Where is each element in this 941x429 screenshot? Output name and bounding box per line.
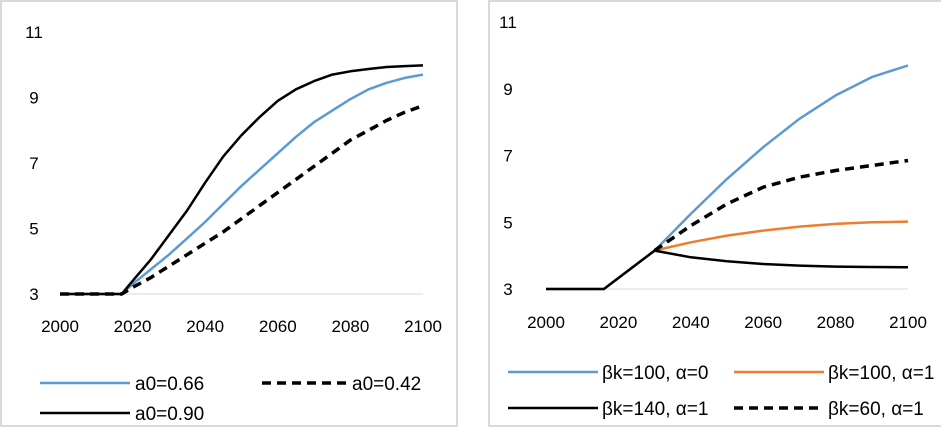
right-x-tick-label: 2060 — [744, 313, 782, 332]
left-legend-label-1: a0=0.66 — [135, 374, 204, 395]
left-series-line-1 — [60, 73, 424, 296]
left-x-tick-label: 2000 — [41, 317, 79, 336]
right-x-tick-label: 2040 — [672, 313, 710, 332]
right-x-tick-label: 2020 — [599, 313, 637, 332]
left-chart-panel: 3 5 7 9 11 2000 2020 2040 2060 2080 2100 a0=0.66 a0=… — [0, 0, 458, 427]
right-series-line-3 — [546, 249, 909, 291]
left-y-tick-label: 11 — [25, 23, 43, 42]
left-legend-label-3: a0=0.90 — [135, 404, 204, 425]
right-legend-label-2: βk=100, α=1 — [828, 363, 934, 384]
right-y-tick-label: 11 — [499, 13, 517, 32]
right-y-tick-label: 3 — [503, 280, 512, 299]
right-y-tick-label: 9 — [503, 80, 512, 99]
left-line-chart: 3 5 7 9 11 2000 2020 2040 2060 2080 2100 a0=0.66 a0=… — [25, 23, 442, 425]
right-series-line-1 — [546, 64, 909, 291]
right-legend-label-3: βk=140, α=1 — [602, 399, 708, 420]
left-legend-label-2: a0=0.42 — [352, 374, 421, 395]
right-x-tick-label: 2080 — [817, 313, 855, 332]
right-series-line-2 — [654, 220, 909, 252]
left-series-line-3 — [60, 64, 424, 296]
left-y-tick-label: 3 — [29, 285, 38, 304]
right-y-tick-label: 7 — [503, 147, 512, 166]
right-y-tick-label: 5 — [503, 213, 512, 232]
left-x-tick-label: 2040 — [186, 317, 224, 336]
right-x-tick-label: 2000 — [527, 313, 565, 332]
left-y-tick-label: 7 — [29, 154, 38, 173]
right-legend-label-4: βk=60, α=1 — [828, 399, 924, 420]
left-series-line-2 — [60, 104, 424, 296]
left-y-tick-label: 9 — [29, 89, 38, 108]
right-x-tick-label: 2100 — [889, 313, 927, 332]
left-y-tick-label: 5 — [29, 220, 38, 239]
left-x-tick-label: 2020 — [114, 317, 152, 336]
left-x-tick-label: 2080 — [331, 317, 369, 336]
right-legend-label-1: βk=100, α=0 — [602, 363, 708, 384]
right-series-line-4 — [653, 158, 909, 253]
left-x-tick-label: 2100 — [404, 317, 442, 336]
right-line-chart: 3 5 7 9 11 2000 2020 2040 2060 2080 2100 βk=100, α=… — [499, 13, 934, 420]
left-x-tick-label: 2060 — [259, 317, 297, 336]
right-chart-panel: 3 5 7 9 11 2000 2020 2040 2060 2080 2100 βk=100, α=… — [488, 0, 941, 427]
